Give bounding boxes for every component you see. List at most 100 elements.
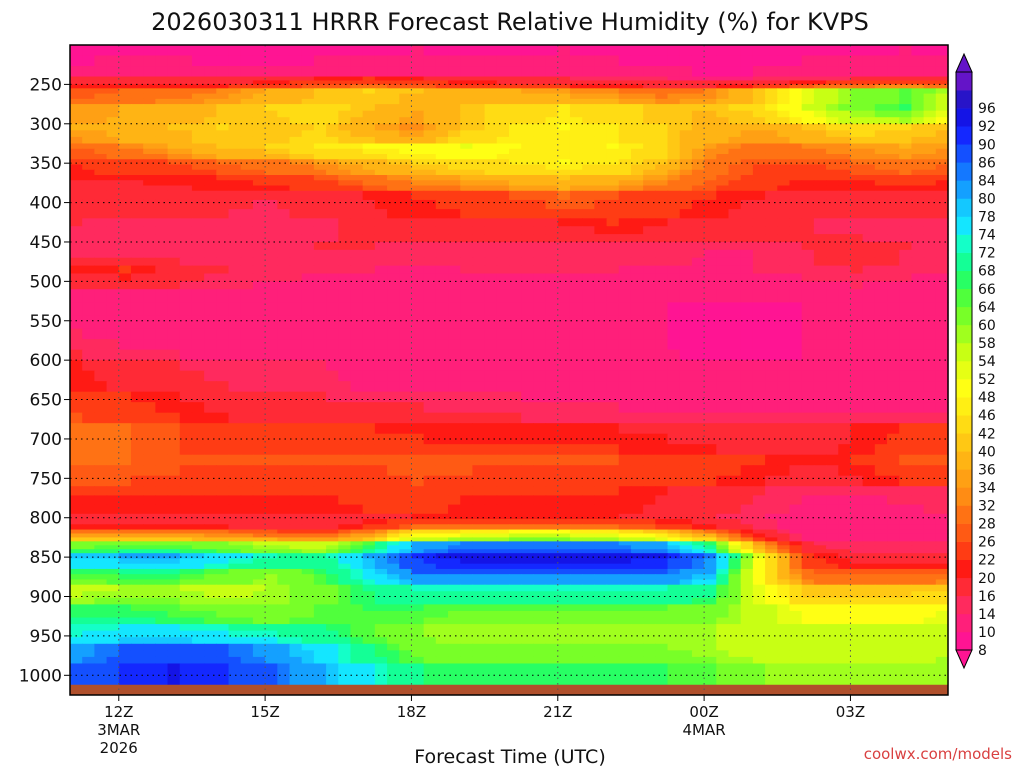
rh-cell [618,545,632,550]
rh-cell [94,402,108,414]
rh-cell [448,98,461,105]
rh-cell [679,495,693,506]
rh-cell [545,433,559,445]
rh-cell [82,495,95,506]
rh-cell [411,66,425,78]
rh-cell [765,45,778,57]
rh-cell [728,465,742,477]
rh-cell [94,289,108,303]
rh-cell [350,117,364,125]
rh-cell [289,328,303,340]
rh-cell [679,486,693,496]
rh-cell [618,98,632,105]
rh-cell [106,504,120,515]
rh-cell [667,433,681,445]
rh-cell [777,117,791,125]
rh-cell [106,249,120,259]
rh-cell [167,209,181,219]
rh-cell [240,533,254,539]
rh-cell [704,55,717,67]
rh-cell [582,465,595,477]
rh-cell [765,486,778,496]
rh-cell [862,475,876,487]
rh-cell [765,289,778,303]
rh-cell [923,190,937,201]
rh-cell [484,423,498,435]
rh-cell [594,226,608,235]
rh-cell [460,553,474,560]
rh-cell [167,541,181,546]
rh-cell [850,249,864,259]
rh-cell [874,360,888,372]
rh-cell [923,465,937,477]
rh-cell [313,143,327,150]
rh-cell [521,529,534,535]
rh-cell [313,190,327,201]
rh-cell [204,257,217,267]
rh-cell [204,529,217,535]
rh-cell [460,136,474,145]
rh-cell [667,513,681,520]
rh-cell [509,117,522,125]
rh-cell [862,360,876,372]
rh-cell [765,315,778,330]
rh-cell [813,513,827,520]
rh-cell [887,209,900,219]
rh-cell [789,289,803,303]
rh-cell [862,289,876,303]
rh-cell [704,465,717,477]
rh-cell [228,159,242,166]
rh-cell [899,84,913,89]
rh-cell [582,315,595,330]
rh-cell [143,381,156,393]
rh-cell [301,218,315,227]
rh-cell [167,537,181,542]
rh-cell [289,545,303,550]
rh-cell [106,55,120,67]
rh-cell [887,444,900,456]
rh-cell [411,558,425,565]
rh-cell [265,190,278,201]
rh-cell [350,315,364,330]
rh-cell [752,190,766,201]
rh-cell [374,558,388,565]
rh-cell [277,454,291,466]
rh-cell [862,553,876,560]
rh-cell [289,281,303,290]
rh-cell [435,55,449,67]
rh-cell [850,302,864,317]
rh-cell [484,558,498,565]
rh-cell [874,475,888,487]
rh-cell [667,495,681,506]
rh-cell [460,549,474,554]
rh-cell [911,281,925,290]
rh-cell [460,143,474,150]
rh-cell [728,549,742,554]
rh-cell [94,495,108,506]
rh-cell [899,234,913,243]
rh-cell [509,545,522,550]
rh-cell [411,423,425,435]
rh-cell [679,289,693,303]
rh-cell [874,391,888,403]
rh-cell [667,66,681,78]
rh-cell [533,495,547,506]
rh-cell [533,444,547,456]
rh-cell [216,159,230,166]
rh-cell [411,412,425,424]
rh-cell [704,136,717,145]
rh-cell [923,281,937,290]
rh-cell [643,130,656,138]
rh-cell [313,136,327,145]
rh-cell [850,541,864,546]
rh-cell [191,257,205,267]
rh-cell [582,110,595,118]
rh-cell [265,339,278,351]
rh-cell [887,281,900,290]
rh-cell [289,349,303,361]
rh-cell [167,465,181,477]
rh-cell [667,349,681,361]
rh-cell [765,537,778,542]
rh-cell [338,524,352,531]
rh-cell [435,558,449,565]
